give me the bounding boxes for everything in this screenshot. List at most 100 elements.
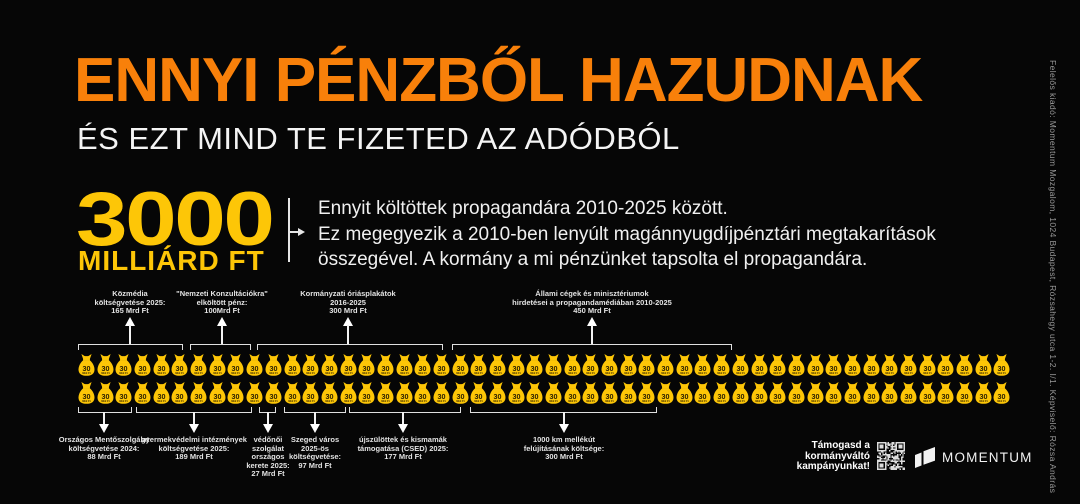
svg-text:30: 30: [269, 364, 277, 373]
svg-text:Mrd Ft: Mrd Ft: [886, 399, 894, 403]
svg-text:Mrd Ft: Mrd Ft: [363, 399, 371, 403]
connector-line: [288, 231, 299, 233]
arrow-shaft: [103, 412, 105, 424]
svg-text:Mrd Ft: Mrd Ft: [213, 399, 221, 403]
svg-text:30: 30: [699, 392, 707, 401]
svg-text:30: 30: [960, 392, 968, 401]
svg-text:30: 30: [251, 364, 259, 373]
annotation-line: Kormányzati óriásplakátok: [300, 289, 396, 299]
annotation-line: 27 Mrd Ft: [251, 469, 285, 479]
arrow-up-icon: [125, 317, 135, 326]
svg-text:Mrd Ft: Mrd Ft: [736, 371, 744, 375]
svg-text:Mrd Ft: Mrd Ft: [923, 399, 931, 403]
svg-text:30: 30: [344, 392, 352, 401]
svg-text:30: 30: [101, 364, 109, 373]
svg-text:30: 30: [568, 392, 576, 401]
bottom-annotation-label: újszülöttek és kismamák támogatása (CSED)…: [333, 435, 473, 462]
description-line: Ez megegyezik a 2010-ben lenyúlt magánny…: [318, 223, 936, 245]
svg-text:30: 30: [363, 392, 371, 401]
annotation-line: felújításának költsége:: [523, 443, 605, 453]
bottom-annotation-label: Szeged város 2025-ös költségvetése: 97 Mrd …: [274, 435, 356, 470]
svg-text:Mrd Ft: Mrd Ft: [867, 371, 875, 375]
svg-text:30: 30: [512, 364, 520, 373]
group-bracket: [78, 407, 132, 413]
svg-text:Mrd Ft: Mrd Ft: [157, 399, 165, 403]
annotation-line: gyermekvédelmi intézmények: [141, 435, 247, 444]
svg-text:Mrd Ft: Mrd Ft: [437, 371, 445, 375]
svg-text:Mrd Ft: Mrd Ft: [82, 399, 90, 403]
svg-text:30: 30: [213, 392, 221, 401]
svg-text:30: 30: [867, 364, 875, 373]
svg-text:Mrd Ft: Mrd Ft: [979, 371, 987, 375]
svg-text:Mrd Ft: Mrd Ft: [456, 371, 464, 375]
svg-text:30: 30: [830, 392, 838, 401]
svg-text:Mrd Ft: Mrd Ft: [531, 399, 539, 403]
svg-text:30: 30: [605, 392, 613, 401]
svg-text:Mrd Ft: Mrd Ft: [512, 371, 520, 375]
annotation-line: költségvetése 2025:: [94, 297, 166, 307]
svg-text:30: 30: [138, 364, 146, 373]
svg-text:30: 30: [643, 392, 651, 401]
annotation-line: 189 Mrd Ft: [175, 452, 213, 462]
group-bracket: [78, 344, 183, 350]
svg-text:Mrd Ft: Mrd Ft: [755, 371, 763, 375]
group-bracket: [349, 407, 461, 413]
svg-text:Mrd Ft: Mrd Ft: [643, 371, 651, 375]
svg-text:Mrd Ft: Mrd Ft: [493, 399, 501, 403]
svg-text:Mrd Ft: Mrd Ft: [830, 371, 838, 375]
svg-text:Mrd Ft: Mrd Ft: [307, 371, 315, 375]
svg-text:Mrd Ft: Mrd Ft: [213, 371, 221, 375]
annotation-line: költségvetése 2025:: [158, 443, 230, 453]
svg-text:Mrd Ft: Mrd Ft: [101, 371, 109, 375]
svg-text:Mrd Ft: Mrd Ft: [643, 399, 651, 403]
svg-text:30: 30: [848, 392, 856, 401]
svg-text:30: 30: [325, 392, 333, 401]
annotation-line: Közmédia: [112, 289, 148, 299]
svg-text:Mrd Ft: Mrd Ft: [736, 399, 744, 403]
svg-text:30: 30: [325, 364, 333, 373]
svg-text:Mrd Ft: Mrd Ft: [904, 399, 912, 403]
cta-line: kormányváltó: [804, 450, 870, 462]
imprint-vertical-text: Felelős kiadó: Momentum Mozgalom, 1024 B…: [1048, 60, 1058, 494]
svg-text:Mrd Ft: Mrd Ft: [363, 371, 371, 375]
svg-text:Mrd Ft: Mrd Ft: [475, 371, 483, 375]
svg-text:Mrd Ft: Mrd Ft: [979, 399, 987, 403]
svg-text:30: 30: [979, 364, 987, 373]
svg-text:Mrd Ft: Mrd Ft: [717, 399, 725, 403]
svg-text:30: 30: [344, 364, 352, 373]
svg-text:Mrd Ft: Mrd Ft: [269, 371, 277, 375]
svg-text:Mrd Ft: Mrd Ft: [830, 399, 838, 403]
annotation-line: hirdetései a propagandamédiában 2010-202…: [512, 297, 672, 307]
svg-text:Mrd Ft: Mrd Ft: [605, 371, 613, 375]
annotation-line: 300 Mrd Ft: [329, 306, 367, 316]
svg-text:30: 30: [307, 392, 315, 401]
svg-text:Mrd Ft: Mrd Ft: [848, 371, 856, 375]
svg-text:30: 30: [755, 392, 763, 401]
arrow-shaft: [129, 325, 131, 344]
